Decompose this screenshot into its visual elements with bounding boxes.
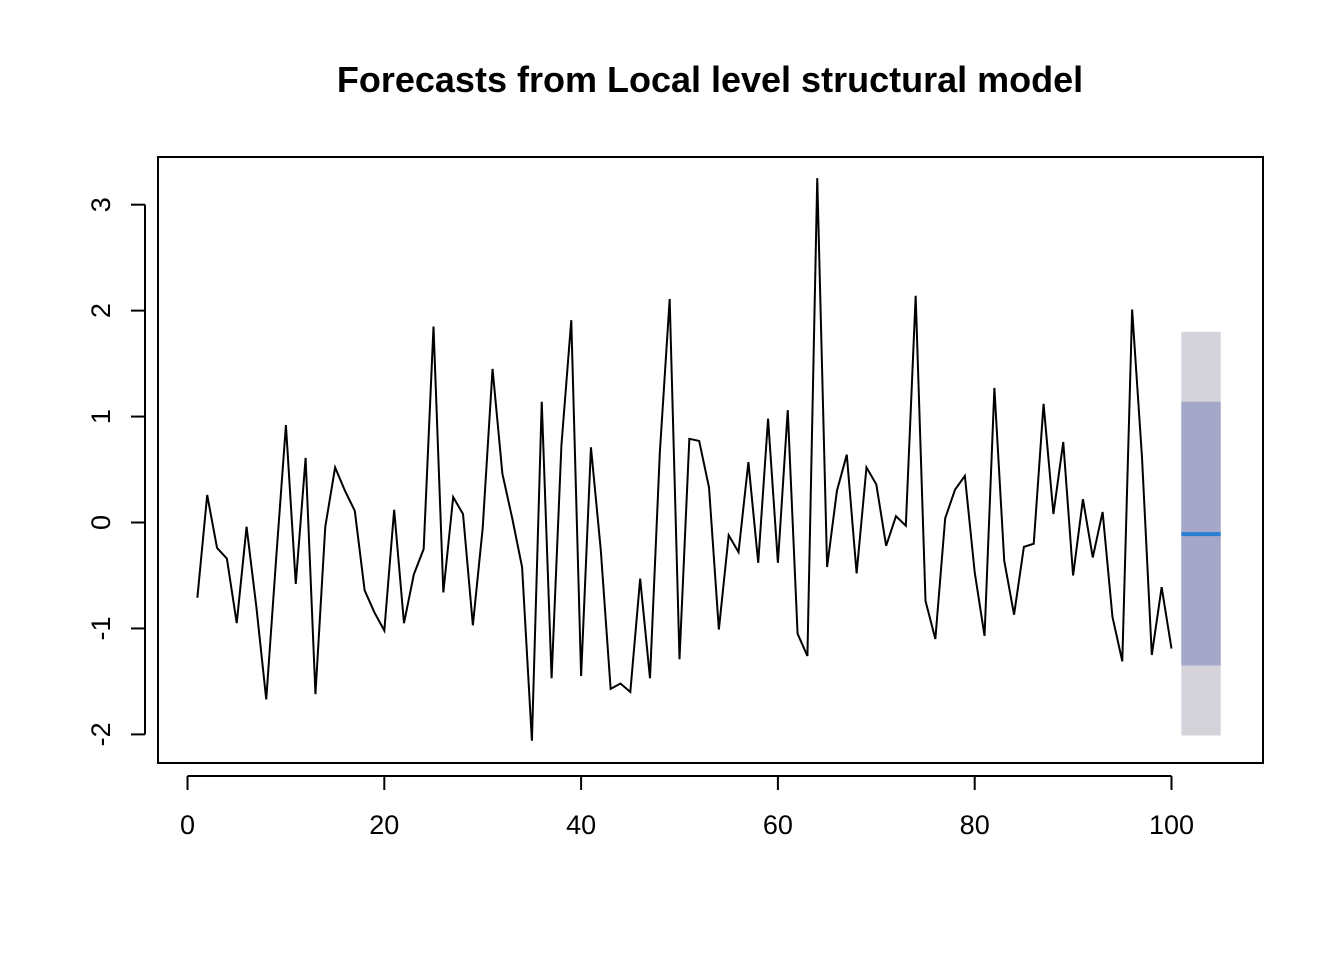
x-tick-label: 100	[1149, 810, 1194, 840]
x-tick-label: 40	[566, 810, 596, 840]
y-tick-label: 0	[86, 515, 116, 530]
y-tick-label: -1	[86, 616, 116, 640]
plot-frame	[157, 156, 1264, 764]
chart-title: Forecasts from Local level structural mo…	[337, 59, 1083, 100]
y-tick-label: 2	[86, 303, 116, 318]
x-tick-label: 20	[369, 810, 399, 840]
x-axis: 0 20 40 60 80 100	[180, 775, 1194, 840]
series-group	[196, 178, 1173, 741]
x-tick-label: 80	[960, 810, 990, 840]
x-tick-label: 60	[763, 810, 793, 840]
y-tick-label: 3	[86, 197, 116, 212]
y-axis: -2 -1 0 1 2 3	[86, 197, 146, 746]
y-tick-label: 1	[86, 409, 116, 424]
x-tick-label: 0	[180, 810, 195, 840]
series-line	[196, 178, 1173, 741]
y-tick-label: -2	[86, 722, 116, 746]
